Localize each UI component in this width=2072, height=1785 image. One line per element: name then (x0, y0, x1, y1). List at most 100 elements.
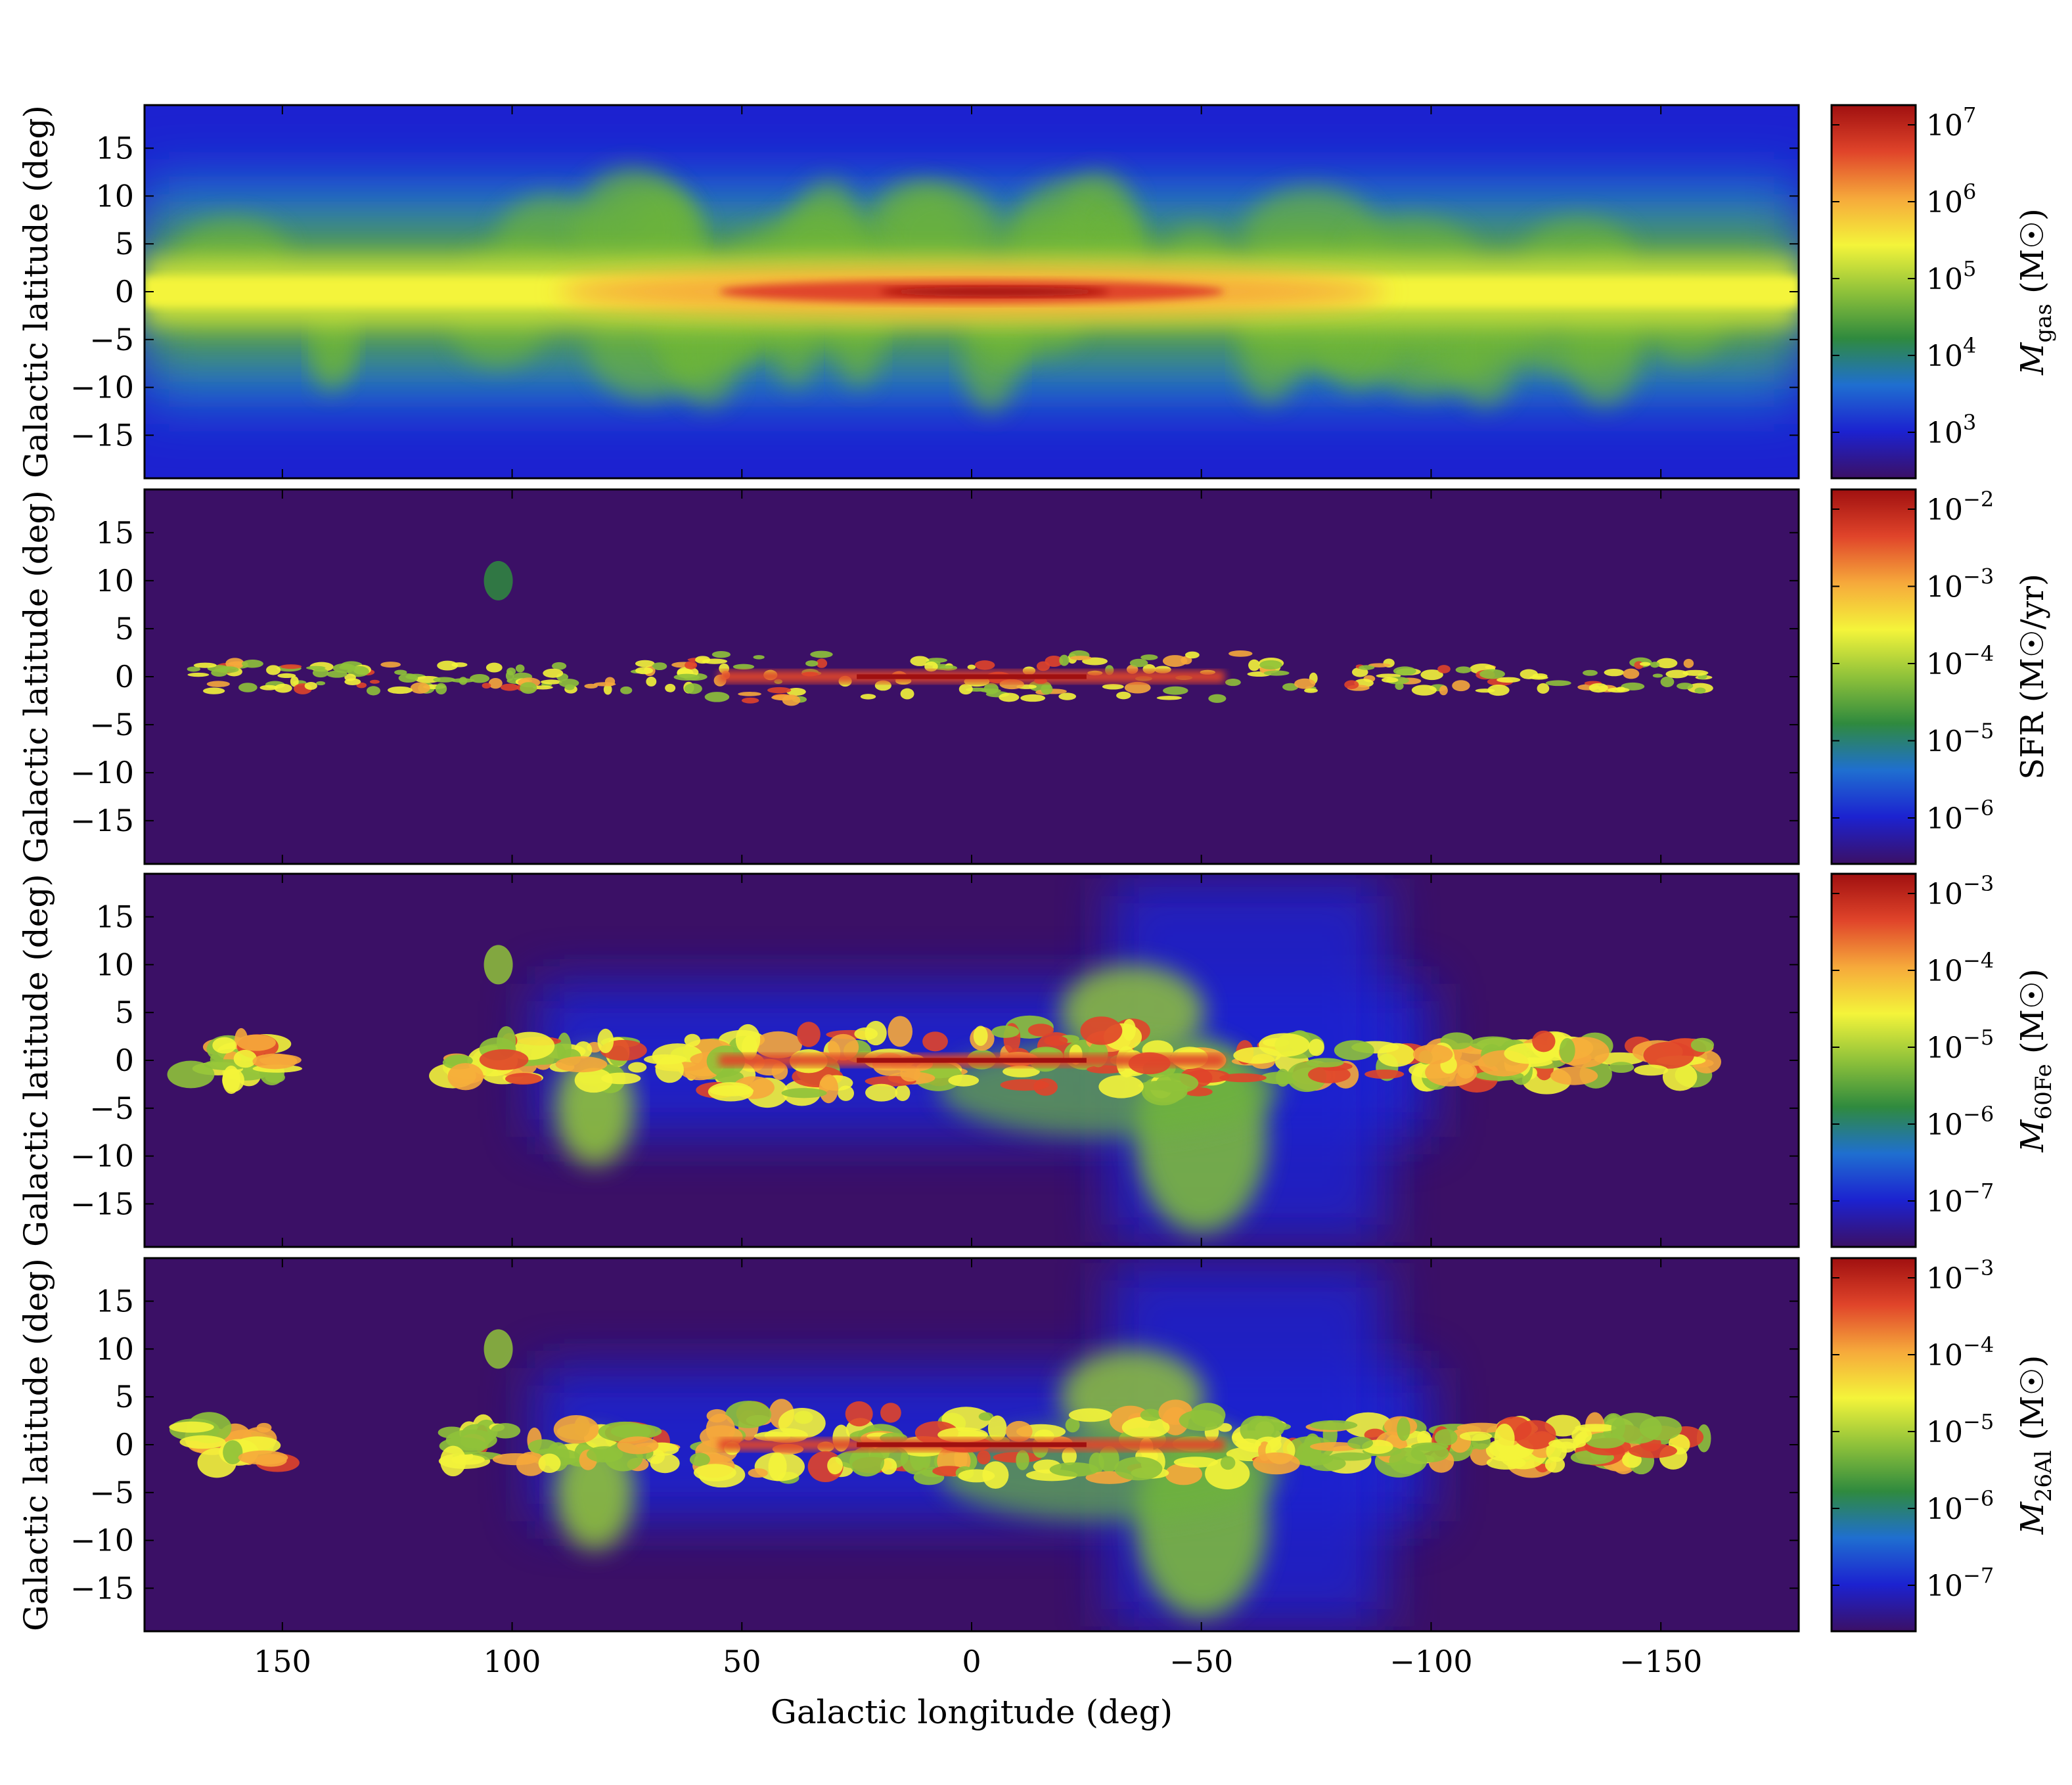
heatmap-clump (1044, 1035, 1068, 1047)
heatmap-clump (1163, 686, 1188, 695)
heatmap-clump (1098, 1075, 1144, 1098)
heatmap-clump (967, 664, 976, 670)
heatmap-clump (1129, 658, 1148, 667)
heatmap-clump (1000, 1079, 1049, 1091)
colorbar-tick-label: 107 (1926, 102, 1976, 143)
heatmap-clump (490, 1423, 521, 1439)
heatmap-clump (532, 685, 553, 690)
heatmap-clump (1036, 661, 1050, 671)
heatmap-clump (1121, 1416, 1170, 1439)
heatmap-clump (1070, 656, 1092, 660)
y-tick-label: −10 (70, 755, 134, 790)
heatmap-clump (828, 1033, 859, 1061)
heatmap-clump (1487, 684, 1510, 696)
heatmap-clump (874, 680, 891, 691)
heatmap-clump (167, 1060, 215, 1089)
y-tick-label: 10 (95, 178, 134, 214)
heatmap-clump (655, 1056, 684, 1083)
heatmap-clump (958, 683, 973, 695)
heatmap-clump (1694, 687, 1706, 694)
heatmap-clump (451, 678, 475, 683)
heatmap-clump (1608, 1062, 1634, 1073)
heatmap-clump (1662, 1062, 1698, 1091)
heatmap-clump (433, 677, 456, 683)
heatmap-clump (169, 1421, 214, 1433)
y-tick-label: −5 (89, 1091, 134, 1126)
heatmap-clump (1045, 655, 1064, 667)
heatmap-clump (187, 666, 200, 672)
heatmap-clump (1583, 669, 1598, 676)
heatmap-clump (991, 1026, 1020, 1038)
heatmap-clump (1420, 669, 1443, 681)
heatmap-clump (1452, 680, 1470, 692)
heatmap-clump (470, 674, 490, 683)
heatmap-clump (488, 677, 503, 689)
heatmap-clump (1308, 1066, 1351, 1083)
heatmap-clump (206, 681, 230, 687)
heatmap-clump (202, 687, 225, 694)
y-tick-label: 10 (95, 563, 134, 599)
heatmap-clump (735, 1024, 761, 1055)
x-axis-label: Galactic longitude (deg) (771, 1693, 1173, 1731)
heatmap-clump (1607, 687, 1630, 693)
colorbar-tick-label: 10−7 (1926, 1179, 1994, 1219)
heatmap-clump (1058, 692, 1077, 700)
heatmap-clump (1276, 1068, 1290, 1087)
heatmap-clump (1162, 655, 1188, 667)
y-tick-label: 10 (95, 947, 134, 982)
heatmap-clump (1087, 1065, 1125, 1074)
heatmap-clump (1179, 1410, 1225, 1432)
heatmap-clump (845, 1401, 873, 1427)
heatmap-clump (786, 688, 806, 696)
heatmap-clump (900, 688, 914, 700)
colorbar-fill (1830, 1257, 1917, 1633)
heatmap-clump (771, 694, 797, 701)
heatmap-clump (771, 1062, 788, 1080)
heatmap-clump (553, 1415, 599, 1444)
heatmap-clump (1364, 1070, 1405, 1079)
heatmap-clump (238, 1450, 288, 1465)
heatmap-clump (574, 1068, 613, 1093)
y-tick-label: 0 (115, 1427, 134, 1462)
heatmap-clump (958, 1469, 995, 1483)
heatmap-clump (1434, 1429, 1458, 1446)
heatmap-clump (865, 1083, 898, 1102)
heatmap-clump (895, 1085, 911, 1101)
colorbar-fill (1830, 488, 1917, 865)
colorbar-tick-label: 105 (1926, 256, 1976, 296)
heatmap-clump (1437, 665, 1451, 673)
heatmap-clump (948, 1074, 980, 1087)
y-tick-label: 10 (95, 1331, 134, 1367)
heatmap-clump (810, 650, 833, 658)
heatmap-clump (999, 692, 1020, 702)
heatmap-clump (1411, 685, 1437, 696)
heatmap-clump (1228, 650, 1253, 657)
colorbar-fill (1830, 872, 1917, 1248)
heatmap-clump (484, 945, 513, 985)
heatmap-clump (484, 560, 513, 600)
heatmap-clump (1208, 694, 1227, 703)
heatmap-clump (748, 1468, 768, 1478)
heatmap-clump (440, 1445, 466, 1477)
heatmap-clump (805, 660, 819, 667)
heatmap-clump (266, 665, 281, 675)
heatmap-clump (1049, 1462, 1099, 1477)
heatmap-clump (1559, 1037, 1575, 1064)
colorbar-label: M26Al (M☉) (2014, 1355, 2057, 1535)
heatmap-clump (234, 1436, 281, 1455)
heatmap-clump (741, 697, 759, 704)
heatmap-clump (978, 1412, 994, 1421)
heatmap-clump (1514, 1420, 1556, 1450)
heatmap-clump (1639, 662, 1651, 666)
colorbar: 10−3 10−4 10−5 10−6 10−7 M26Al (M☉) (1830, 1255, 2057, 1633)
heatmap-clump (1308, 1039, 1324, 1056)
heatmap-clump (484, 1329, 513, 1369)
heatmap-clump (1643, 1041, 1694, 1069)
heatmap-clump (635, 667, 654, 675)
heatmap-clump (515, 664, 525, 673)
y-tick-label: 5 (115, 995, 134, 1030)
heatmap-clump (507, 667, 516, 675)
heatmap-clump (941, 1407, 991, 1432)
heatmap-clump (388, 686, 413, 694)
heatmap-clump (1062, 1447, 1077, 1466)
